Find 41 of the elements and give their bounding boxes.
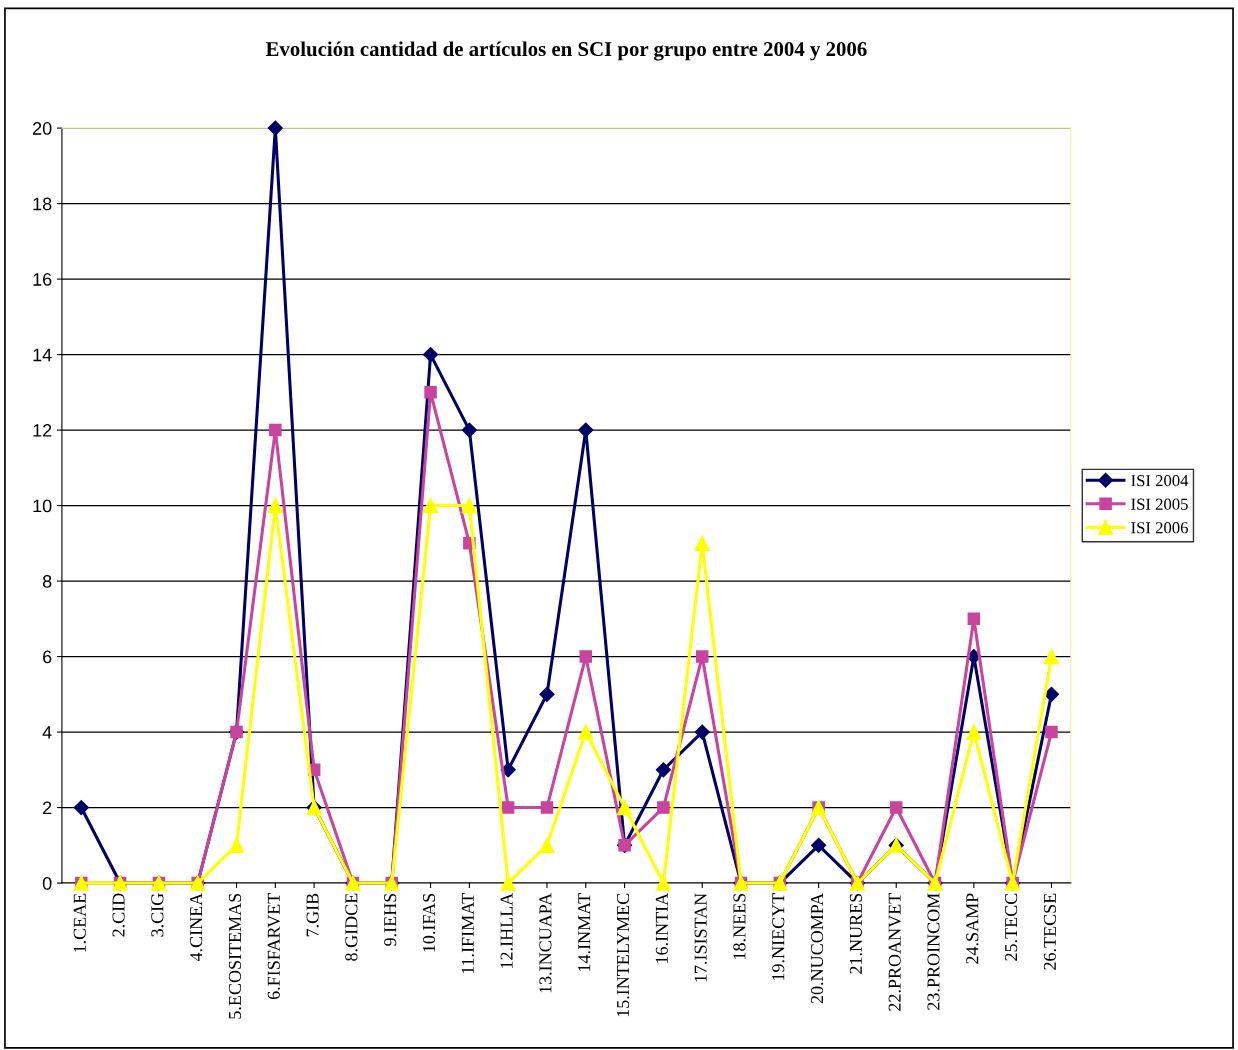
x-tick-label: 17.ISISTAN bbox=[694, 893, 707, 982]
x-tick-label: 8.GIDCE bbox=[345, 893, 358, 961]
x-tick-label: 2.CID bbox=[112, 893, 125, 937]
x-tick-label: 20.NUCOMPA bbox=[810, 892, 824, 1004]
legend-label: ISI 2006 bbox=[1131, 522, 1188, 534]
y-tick-label: 8 bbox=[42, 575, 52, 588]
x-tick-label: 14.INMAT bbox=[578, 893, 591, 971]
x-tick-label: 11.IFIMAT bbox=[461, 893, 474, 974]
x-tick-label: 26.TECSE bbox=[1043, 893, 1057, 970]
chart-title: Evolución cantidad de artículos en SCI por grupo entre 2004 y 2006 bbox=[265, 41, 867, 61]
x-tick-label: 9.IEHS bbox=[384, 893, 397, 946]
x-tick-label: 13.INCUAPA bbox=[539, 892, 552, 993]
x-tick-label: 19.NIECYT bbox=[772, 893, 785, 980]
legend-label: ISI 2005 bbox=[1131, 498, 1188, 510]
x-tick-label: 1.CEAE bbox=[73, 893, 86, 952]
x-tick-label: 18.NEES bbox=[733, 893, 746, 959]
y-tick-label: 0 bbox=[42, 876, 52, 890]
y-tick-label: 12 bbox=[33, 424, 52, 437]
y-tick-label: 20 bbox=[33, 122, 52, 135]
y-tick-label: 10 bbox=[33, 499, 52, 513]
x-tick-label: 6.FISFARVET bbox=[267, 893, 280, 1000]
legend-label: ISI 2004 bbox=[1131, 475, 1189, 487]
y-tick-label: 2 bbox=[43, 801, 52, 815]
y-tick-label: 16 bbox=[33, 273, 52, 286]
x-tick-label: 10.IFAS bbox=[422, 893, 436, 952]
x-tick-label: 22.PROANVET bbox=[888, 893, 901, 1011]
y-tick-label: 14 bbox=[33, 348, 52, 362]
x-tick-label: 7.GIB bbox=[306, 893, 319, 937]
x-tick-label: 16.INTIA bbox=[655, 892, 668, 963]
x-tick-label: 12.IHLLA bbox=[500, 892, 513, 968]
x-tick-label: 24.SAMP bbox=[966, 893, 979, 964]
x-tick-label: 21.NURES bbox=[849, 893, 863, 974]
y-tick-label: 6 bbox=[43, 650, 52, 664]
y-tick-label: 18 bbox=[33, 197, 52, 211]
x-tick-label: 4.CINEA bbox=[190, 892, 203, 962]
x-tick-label: 3.CIG bbox=[151, 893, 164, 937]
x-tick-label: 23.PROINCOM bbox=[927, 893, 940, 1010]
x-tick-label: 15.INTELYMEC bbox=[616, 893, 630, 1017]
x-tick-label: 25.TECC bbox=[1005, 893, 1018, 961]
y-tick-label: 4 bbox=[42, 726, 52, 739]
x-tick-label: 5.ECOSITEMAS bbox=[228, 893, 242, 1019]
